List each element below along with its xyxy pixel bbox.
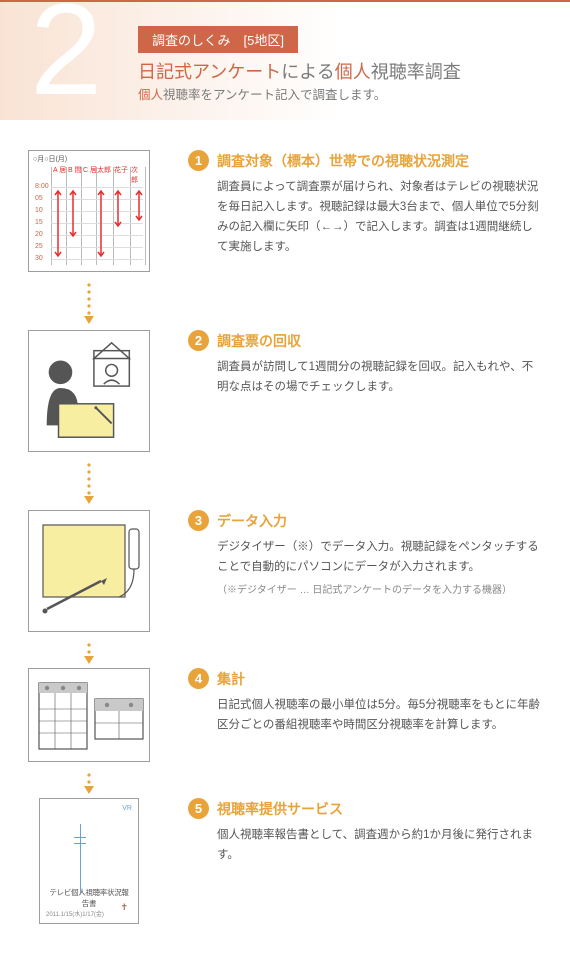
dotted-arrow-icon	[82, 772, 96, 796]
step-3: 3 データ入力 デジタイザー（※）でデータ入力。視聴記録をペンタッチすることで自…	[28, 510, 542, 632]
subtitle-bar: 調査のしくみ [5地区]	[138, 26, 298, 53]
step-3-num: 3	[188, 510, 209, 531]
title-seg4: 視聴率調査	[371, 62, 461, 82]
step-5-head: 5 視聴率提供サービス	[188, 798, 542, 819]
title-seg3: 個人	[335, 62, 371, 82]
thumb-digitizer	[28, 510, 150, 632]
thumb-tabulation	[28, 668, 150, 762]
dotted-arrow-icon	[82, 282, 96, 326]
step-3-head: 3 データ入力	[188, 510, 542, 531]
step-4-num: 4	[188, 668, 209, 689]
step-5-num: 5	[188, 798, 209, 819]
report-title: テレビ個人視聴率状況報告書	[46, 887, 132, 909]
lead-seg1: 個人	[138, 88, 163, 102]
step-4-title: 集計	[217, 669, 245, 689]
section-number: 2	[30, 0, 102, 114]
step-2-title: 調査票の回収	[217, 331, 301, 351]
report-cross-icon: ✝	[120, 902, 128, 913]
dotted-arrow-icon	[82, 462, 96, 506]
thumb-report: VR テレビ個人視聴率状況報告書 2011.1/15(水)1/17(金) ✝	[39, 798, 139, 924]
step-2-text: 調査員が訪問して1週間分の視聴記録を回収。記入もれや、不明な点はその場でチェック…	[217, 357, 542, 397]
tabulation-icon	[29, 669, 150, 762]
step-3-body: 3 データ入力 デジタイザー（※）でデータ入力。視聴記録をペンタッチすることで自…	[188, 510, 542, 596]
report-mark: VR	[122, 805, 132, 812]
title-seg1: 日記式アンケート	[138, 62, 281, 82]
thumb-diary: ○月○日(月) A 居 B 間 C 居 太郎 花子 次郎	[28, 150, 150, 272]
step-3-title: データ入力	[217, 511, 287, 531]
step-1: ○月○日(月) A 居 B 間 C 居 太郎 花子 次郎	[28, 150, 542, 272]
report-line	[80, 824, 81, 893]
interview-icon	[29, 331, 149, 451]
step-4-text: 日記式個人視聴率の最小単位は5分。毎5分視聴率をもとに年齢区分ごとの番組視聴率や…	[217, 695, 542, 735]
step-3-text: デジタイザー（※）でデータ入力。視聴記録をペンタッチすることで自動的にパソコンに…	[217, 537, 542, 577]
step-5-title: 視聴率提供サービス	[217, 799, 343, 819]
step-2-body: 2 調査票の回収 調査員が訪問して1週間分の視聴記録を回収。記入もれや、不明な点…	[188, 330, 542, 397]
report-sub: 2011.1/15(水)1/17(金)	[46, 909, 104, 918]
step-5: VR テレビ個人視聴率状況報告書 2011.1/15(水)1/17(金) ✝ 5…	[28, 798, 542, 924]
title-seg2: による	[281, 62, 334, 82]
step-1-head: 1 調査対象（標本）世帯での視聴状況測定	[188, 150, 542, 171]
diary-date: ○月○日(月)	[33, 154, 67, 164]
thumb-interview	[28, 330, 150, 452]
header-band: 2 調査のしくみ [5地区] 日記式アンケートによる個人視聴率調査 個人視聴率を…	[0, 0, 570, 120]
digitizer-icon	[29, 511, 150, 632]
step-2-head: 2 調査票の回収	[188, 330, 542, 351]
step-4-head: 4 集計	[188, 668, 542, 689]
step-1-text: 調査員によって調査票が届けられ、対象者はテレビの視聴状況を毎日記入します。視聴記…	[217, 177, 542, 258]
step-2-num: 2	[188, 330, 209, 351]
step-5-text: 個人視聴率報告書として、調査週から約1か月後に発行されます。	[217, 825, 542, 865]
content-area: ○月○日(月) A 居 B 間 C 居 太郎 花子 次郎	[0, 120, 570, 954]
arrow-down-3	[28, 642, 150, 666]
arrow-down-4	[28, 772, 150, 796]
arrow-down-2	[28, 462, 150, 506]
diary-arrows-icon	[51, 187, 146, 262]
diary-grid: A 居 B 間 C 居 太郎 花子 次郎 8:00 05 10 15 20 25	[35, 167, 143, 265]
arrow-down-1	[28, 282, 150, 326]
step-3-note: （※デジタイザー … 日記式アンケートのデータを入力する機器）	[217, 581, 542, 596]
lead-seg2: 視聴率をアンケート記入で調査します。	[163, 88, 386, 102]
step-1-num: 1	[188, 150, 209, 171]
main-title: 日記式アンケートによる個人視聴率調査	[138, 58, 461, 84]
step-1-body: 1 調査対象（標本）世帯での視聴状況測定 調査員によって調査票が届けられ、対象者…	[188, 150, 542, 258]
step-5-body: 5 視聴率提供サービス 個人視聴率報告書として、調査週から約1か月後に発行されま…	[188, 798, 542, 865]
step-4-body: 4 集計 日記式個人視聴率の最小単位は5分。毎5分視聴率をもとに年齢区分ごとの番…	[188, 668, 542, 735]
step-2: 2 調査票の回収 調査員が訪問して1週間分の視聴記録を回収。記入もれや、不明な点…	[28, 330, 542, 452]
step-1-title: 調査対象（標本）世帯での視聴状況測定	[217, 151, 469, 171]
lead-text: 個人視聴率をアンケート記入で調査します。	[138, 84, 386, 103]
step-4: 4 集計 日記式個人視聴率の最小単位は5分。毎5分視聴率をもとに年齢区分ごとの番…	[28, 668, 542, 762]
dotted-arrow-icon	[82, 642, 96, 666]
